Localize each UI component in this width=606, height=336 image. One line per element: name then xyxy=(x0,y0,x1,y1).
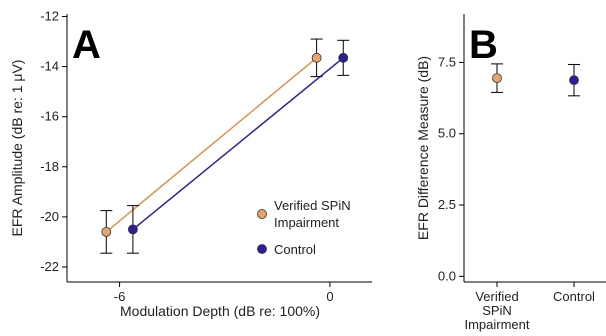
panel-a-y-ticks: -12 -14 -16 -18 -20 -22 xyxy=(40,9,67,274)
panel-b-y-ticks: 0.0 2.5 5.0 7.5 xyxy=(438,54,464,283)
panel-a-y-tick-label: -20 xyxy=(40,209,59,224)
panel-b-label: B xyxy=(469,23,498,67)
legend-swatch-verified xyxy=(257,209,267,219)
panel-a-series xyxy=(100,38,350,254)
panel-b-category-label: Control xyxy=(553,289,595,304)
panel-b-y-axis-label: EFR Difference Measure (dB) xyxy=(415,56,431,240)
series-line-verified xyxy=(105,57,318,233)
panel-b-y-tick-label: 5.0 xyxy=(438,126,456,141)
panel-b-y-tick-label: 7.5 xyxy=(438,54,456,69)
data-point xyxy=(492,73,502,84)
panel-a-y-tick-label: -14 xyxy=(40,59,59,74)
legend-label-control: Control xyxy=(274,242,316,257)
panel-a-y-tick-label: -22 xyxy=(40,259,59,274)
panel-a-y-axis-label: EFR Amplitude (dB re: 1 μV) xyxy=(9,60,25,237)
data-point xyxy=(128,224,138,235)
panel-a: A -12 -14 -16 -18 -20 -22 -6 0 EFR Amplitude (… xyxy=(9,9,372,319)
panel-a-y-tick-label: -18 xyxy=(40,159,59,174)
legend-swatch-control xyxy=(257,244,267,254)
data-point xyxy=(569,75,579,86)
data-point xyxy=(101,227,112,237)
panel-b-points xyxy=(491,63,580,97)
series-line-control xyxy=(132,57,344,230)
panel-a-x-axis-label: Modulation Depth (dB re: 100%) xyxy=(120,303,320,319)
panel-a-x-tick-label: 0 xyxy=(326,289,333,304)
panel-a-y-tick-label: -12 xyxy=(40,9,59,24)
panel-b-y-tick-label: 0.0 xyxy=(438,268,456,283)
panel-a-y-tick-label: -16 xyxy=(40,109,59,124)
data-point xyxy=(338,52,349,63)
panel-a-legend: Verified SPiN Impairment Control xyxy=(257,198,351,257)
panel-a-x-tick-label: -6 xyxy=(114,289,126,304)
panel-b-category-label: Verified xyxy=(475,289,518,304)
legend-label-verified-line1: Verified SPiN xyxy=(274,198,351,213)
panel-a-label: A xyxy=(72,23,101,67)
panel-b-category-label: SPiN xyxy=(482,303,512,318)
panel-b-y-tick-label: 2.5 xyxy=(438,197,456,212)
data-point xyxy=(311,52,322,63)
panel-a-x-ticks: -6 0 xyxy=(114,282,334,304)
panel-b-category-label: Impairment xyxy=(464,317,529,332)
legend-label-verified-line2: Impairment xyxy=(274,215,339,230)
